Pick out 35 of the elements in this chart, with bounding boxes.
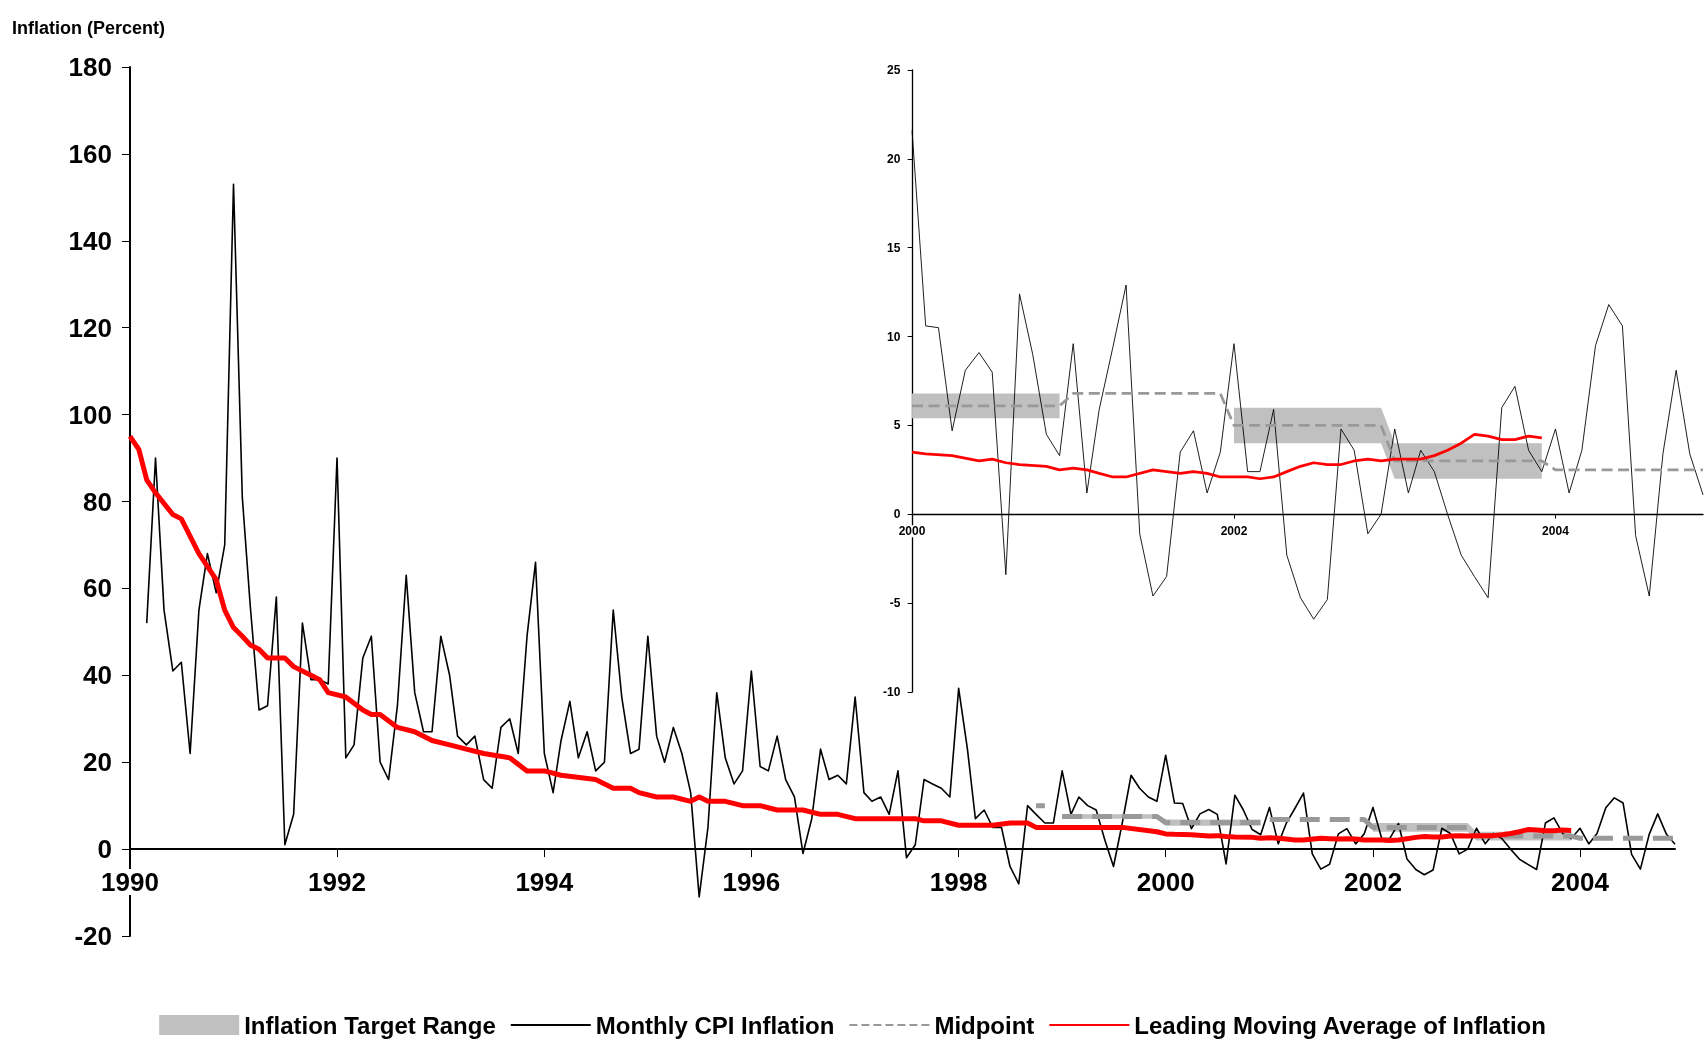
- y-tick-label: 180: [68, 52, 112, 82]
- x-tick-label: 1996: [722, 867, 781, 898]
- y-tick-label: 40: [83, 660, 112, 691]
- y-tick-label: 20: [83, 747, 112, 778]
- x-tick-label: 1998: [929, 867, 988, 898]
- y-tick-label: 100: [68, 399, 112, 430]
- x-tick-label: 2004: [1551, 867, 1610, 898]
- y-tick-label: -10: [883, 685, 901, 699]
- legend-label: Leading Moving Average of Inflation: [1134, 1011, 1546, 1039]
- x-tick-label: 2004: [1542, 524, 1570, 539]
- x-tick-label: 1992: [308, 867, 366, 898]
- y-tick-label: 15: [886, 240, 901, 255]
- y-tick-label: 120: [68, 312, 112, 343]
- x-tick-label: 1994: [515, 867, 574, 898]
- y-tick-label: 80: [83, 486, 112, 517]
- y-tick-label: 0: [893, 507, 901, 522]
- x-tick-label: 2000: [1136, 867, 1195, 898]
- y-tick-label: 0: [97, 834, 112, 865]
- y-axis-title: Inflation (Percent): [12, 18, 166, 38]
- x-tick-label: 2002: [1344, 867, 1402, 898]
- y-tick-label: 20: [886, 151, 901, 166]
- y-tick-label: 160: [68, 138, 112, 169]
- y-tick-label: 5: [893, 418, 901, 433]
- x-tick-label: 1990: [101, 867, 159, 898]
- y-tick-label: -5: [889, 596, 901, 611]
- x-tick-label: 2000: [898, 524, 926, 539]
- y-tick-label: 25: [886, 63, 901, 77]
- y-tick-label: 10: [886, 329, 901, 344]
- legend-label: Inflation Target Range: [244, 1011, 496, 1039]
- legend-label: Monthly CPI Inflation: [595, 1011, 835, 1039]
- legend-label: Midpoint: [934, 1011, 1035, 1039]
- x-tick-label: 2002: [1220, 524, 1248, 539]
- y-tick-label: 140: [68, 225, 112, 256]
- y-tick-label: -20: [74, 921, 112, 951]
- y-tick-label: 60: [83, 573, 112, 604]
